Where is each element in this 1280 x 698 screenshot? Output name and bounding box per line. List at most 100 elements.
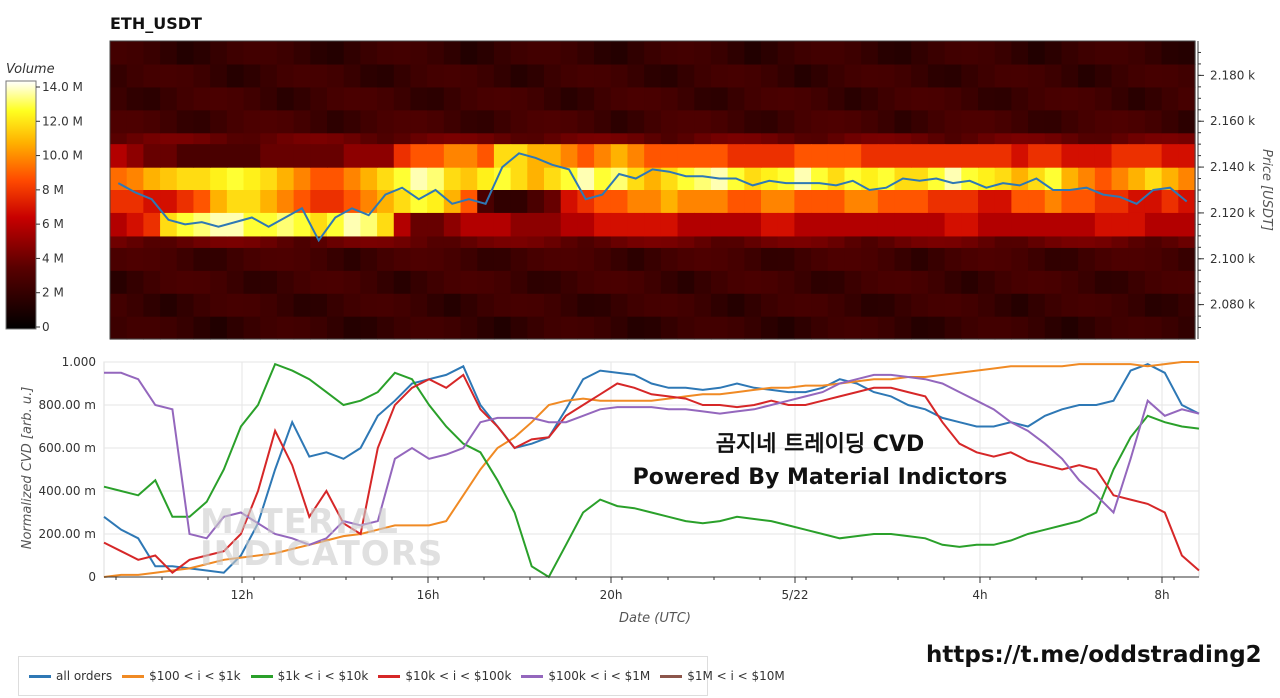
telegram-link[interactable]: https://t.me/oddstrading2	[926, 642, 1262, 668]
heatmap-cell	[610, 270, 629, 294]
heatmap-cell	[460, 190, 478, 214]
heatmap-cell	[1044, 109, 1063, 134]
heatmap-frame	[109, 40, 1196, 340]
heatmap-cell	[460, 316, 478, 340]
heatmap-cell	[978, 270, 996, 294]
heatmap-cell	[644, 212, 662, 237]
heatmap-cell	[343, 144, 361, 168]
heatmap-cell	[1144, 293, 1163, 317]
heatmap-cell	[510, 270, 528, 294]
heatmap-cell	[393, 167, 412, 191]
heatmap-cell	[1178, 293, 1196, 317]
heatmap-cell	[710, 293, 729, 317]
heatmap-cell	[727, 293, 745, 317]
heatmap-cell	[327, 247, 345, 271]
heatmap-cell	[994, 63, 1012, 88]
heatmap-cell	[844, 190, 862, 214]
heatmap-cell	[761, 86, 779, 111]
heatmap-cell	[393, 293, 412, 317]
heatmap-cell	[1011, 86, 1029, 111]
heatmap-cell	[694, 293, 712, 317]
heatmap-cell	[644, 316, 662, 340]
heatmap-cell	[877, 109, 896, 134]
heatmap-cell	[961, 247, 979, 271]
heatmap-cell	[577, 63, 595, 88]
heatmap-cell	[744, 270, 762, 294]
heatmap-cell	[961, 86, 979, 111]
heatmap-cell	[961, 41, 979, 65]
heatmap-cell	[544, 293, 562, 317]
heatmap-cell	[1061, 270, 1079, 294]
heatmap-cell	[510, 144, 528, 168]
heatmap-cell	[1178, 270, 1196, 294]
heatmap-cell	[1061, 109, 1079, 134]
heatmap-cell	[911, 109, 929, 134]
heatmap-cell	[1061, 63, 1079, 88]
heatmap-cell	[1111, 316, 1129, 340]
legend-item-b1m_10m[interactable]: $1M < i < $10M	[660, 669, 785, 683]
heatmap-cell	[1044, 190, 1063, 214]
heatmap-cell	[1144, 167, 1163, 191]
heatmap-cell	[861, 63, 879, 88]
heatmap-cell	[811, 190, 829, 214]
heatmap-cell	[327, 212, 345, 237]
heatmap-cell	[377, 316, 395, 340]
heatmap-cell	[610, 109, 629, 134]
heatmap-cell	[510, 293, 528, 317]
heatmap-cell	[861, 212, 879, 237]
legend-item-b10k_100k[interactable]: $10k < i < $100k	[378, 669, 511, 683]
heatmap-cell	[1028, 144, 1046, 168]
legend-item-all_orders[interactable]: all orders	[29, 669, 112, 683]
heatmap-cell	[293, 86, 311, 111]
heatmap-cell	[1078, 86, 1096, 111]
heatmap-cell	[827, 41, 846, 65]
heatmap-cell	[193, 316, 211, 340]
heatmap-cell	[560, 63, 578, 88]
heatmap-cell	[260, 109, 278, 134]
heatmap-cell	[1044, 212, 1063, 237]
heatmap-cell	[544, 63, 562, 88]
heatmap-cell	[644, 41, 662, 65]
heatmap-cell	[243, 190, 261, 214]
heatmap-cell	[794, 247, 812, 271]
heatmap-cell	[894, 144, 912, 168]
heatmap-cell	[827, 167, 846, 191]
heatmap-cell	[894, 109, 912, 134]
heatmap-cell	[777, 109, 795, 134]
heatmap-cell	[126, 270, 144, 294]
heatmap-cell	[510, 212, 528, 237]
heatmap-cell	[710, 144, 729, 168]
heatmap-cell	[360, 41, 378, 65]
watermark-line-1: MATERIAL	[200, 502, 399, 542]
heatmap-cell	[410, 293, 428, 317]
heatmap-cell	[193, 144, 211, 168]
heatmap-cell	[176, 167, 195, 191]
heatmap-cell	[811, 86, 829, 111]
legend-item-b100k_1m[interactable]: $100k < i < $1M	[521, 669, 650, 683]
heatmap-cell	[310, 109, 328, 134]
heatmap-cell	[544, 41, 562, 65]
heatmap-cell	[961, 212, 979, 237]
heatmap-cell	[327, 41, 345, 65]
heatmap-cell	[577, 293, 595, 317]
heatmap-cell	[1128, 293, 1146, 317]
heatmap-cell	[276, 63, 295, 88]
heatmap-cell	[744, 41, 762, 65]
watermark: MATERIAL INDICATORS	[200, 502, 443, 571]
heatmap-y-tick-label: 2.100 k	[1210, 252, 1255, 266]
legend-item-b1k_10k[interactable]: $1k < i < $10k	[250, 669, 368, 683]
heatmap-cell	[610, 41, 629, 65]
heatmap-cell	[193, 109, 211, 134]
heatmap-cell	[193, 293, 211, 317]
heatmap-cell	[377, 247, 395, 271]
heatmap-cell	[477, 167, 495, 191]
heatmap-cell	[160, 316, 178, 340]
heatmap-cell	[527, 270, 545, 294]
heatmap-cell	[1061, 167, 1079, 191]
legend-item-b100_1k[interactable]: $100 < i < $1k	[122, 669, 241, 683]
heatmap-cell	[794, 167, 812, 191]
cvd-x-axis: 12h 16h 20h 5/22 4h 8h	[104, 576, 1199, 602]
heatmap-cell	[110, 109, 128, 134]
heatmap-cell	[276, 247, 295, 271]
heatmap-cell	[410, 167, 428, 191]
